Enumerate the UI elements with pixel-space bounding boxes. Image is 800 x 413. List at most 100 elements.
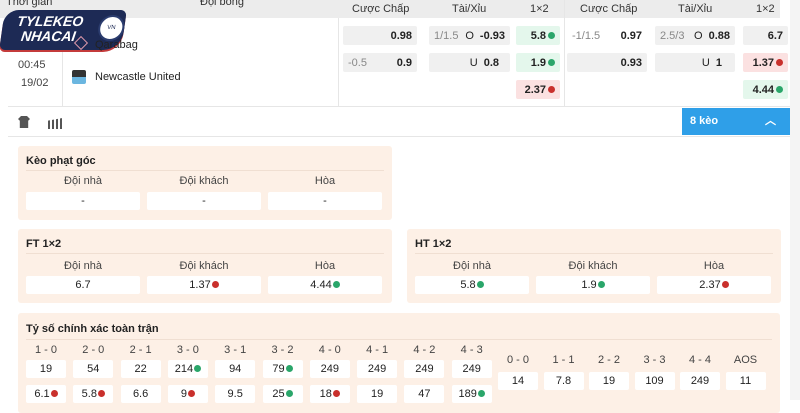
ft-ou-over[interactable]: 1/1.5 O -0.93 bbox=[429, 26, 510, 45]
panel-title: FT 1×2 bbox=[26, 238, 62, 250]
header-ft-1x2: 1×2 bbox=[530, 3, 549, 15]
ft-away-value[interactable]: 1.37 bbox=[147, 276, 261, 294]
ft-home-value[interactable]: 6.7 bbox=[26, 276, 140, 294]
score-label: 3 - 0 bbox=[176, 344, 199, 356]
score-odds[interactable]: 47 bbox=[404, 385, 445, 403]
score-odds[interactable]: 25 bbox=[262, 385, 303, 403]
ou-line: 2.5/3 bbox=[660, 29, 685, 42]
odds-value: 2.37 bbox=[524, 83, 546, 96]
ht-hdp-home[interactable]: -1/1.5 0.97 bbox=[567, 26, 647, 45]
score-odds[interactable]: 249 bbox=[404, 360, 445, 378]
ft-hdp-away[interactable]: -0.5 0.9 bbox=[343, 53, 417, 72]
trend-down-icon bbox=[187, 390, 195, 397]
score-odds[interactable]: 189 bbox=[451, 385, 492, 403]
odds-value: 0.8 bbox=[483, 56, 499, 69]
score-label: 4 - 2 bbox=[413, 344, 436, 356]
odds-value: 5.8 bbox=[530, 29, 546, 42]
score-odds[interactable]: 6.1 bbox=[26, 385, 66, 403]
score-odds[interactable]: 249 bbox=[309, 360, 350, 378]
ft-draw-value[interactable]: 4.44 bbox=[268, 276, 382, 294]
ht-home-value[interactable]: 5.8 bbox=[415, 276, 529, 294]
ft-1x2-panel: FT 1×2 Đội nhà Đội khách Hòa 6.7 1.37 4.… bbox=[18, 229, 392, 303]
trend-up-icon bbox=[332, 281, 340, 288]
ft-1x2-home[interactable]: 5.8 bbox=[516, 26, 560, 45]
header-ht-hdp: Cược Chấp bbox=[580, 3, 638, 15]
header-time: Thời gian bbox=[6, 0, 53, 8]
score-odds[interactable]: 5.8 bbox=[73, 385, 114, 403]
score-odds[interactable]: 6.6 bbox=[120, 385, 161, 403]
trend-up-icon bbox=[476, 281, 484, 288]
score-odds[interactable]: 109 bbox=[634, 372, 675, 390]
stats-icon[interactable] bbox=[48, 117, 64, 129]
odds-value: 0.9 bbox=[396, 56, 412, 69]
scrollbar[interactable] bbox=[790, 0, 800, 400]
score-odds[interactable]: 18 bbox=[309, 385, 350, 403]
logo-text: NHACAI bbox=[20, 28, 77, 44]
score-odds[interactable]: 14 bbox=[498, 372, 538, 390]
ht-hdp-away[interactable]: 0.93 bbox=[567, 53, 647, 72]
score-odds[interactable]: 79 bbox=[262, 360, 303, 378]
trend-down-icon bbox=[776, 59, 783, 66]
score-odds[interactable]: 9 bbox=[167, 385, 208, 403]
ou-side: O bbox=[694, 29, 703, 42]
ht-1x2-home[interactable]: 6.7 bbox=[743, 26, 788, 45]
score-odds[interactable]: 7.8 bbox=[543, 372, 584, 390]
score-odds[interactable]: 94 bbox=[215, 360, 256, 378]
score-odds[interactable]: 54 bbox=[73, 360, 114, 378]
ht-draw-value[interactable]: 2.37 bbox=[657, 276, 771, 294]
away-team[interactable]: Newcastle United bbox=[95, 71, 181, 83]
score-odds[interactable]: 249 bbox=[451, 360, 492, 378]
label-home: Đội nhà bbox=[64, 175, 102, 187]
ft-1x2-away[interactable]: 1.9 bbox=[516, 53, 560, 72]
jersey-icon[interactable] bbox=[18, 116, 30, 128]
ht-1x2-draw[interactable]: 4.44 bbox=[743, 80, 788, 99]
panel-title: HT 1×2 bbox=[415, 238, 452, 250]
score-odds[interactable]: 9.5 bbox=[215, 385, 256, 403]
ft-hdp-home[interactable]: 0.98 bbox=[343, 26, 417, 45]
label-draw: Hòa bbox=[314, 260, 336, 272]
ou-side: U bbox=[469, 56, 478, 69]
trend-down-icon bbox=[211, 281, 219, 288]
odds-value: 0.93 bbox=[620, 56, 642, 69]
corner-away-value[interactable]: - bbox=[147, 192, 261, 210]
home-team[interactable]: Qarabag bbox=[95, 39, 138, 51]
ft-1x2-draw[interactable]: 2.37 bbox=[516, 80, 560, 99]
score-label: 4 - 0 bbox=[318, 344, 341, 356]
score-odds[interactable]: 249 bbox=[357, 360, 398, 378]
score-odds[interactable]: 22 bbox=[120, 360, 161, 378]
trend-up-icon bbox=[597, 281, 605, 288]
trend-down-icon bbox=[548, 86, 555, 93]
trend-down-icon bbox=[97, 390, 105, 397]
panel-title: Tỷ số chính xác toàn trận bbox=[26, 323, 159, 335]
trend-up-icon bbox=[776, 86, 783, 93]
score-label: 4 - 4 bbox=[688, 354, 711, 366]
ht-away-value[interactable]: 1.9 bbox=[536, 276, 650, 294]
odds-value: 0.97 bbox=[620, 29, 642, 42]
score-odds[interactable]: 19 bbox=[26, 360, 66, 378]
newcastle-crest-icon bbox=[72, 70, 86, 84]
divider bbox=[338, 18, 339, 106]
score-odds[interactable]: 11 bbox=[725, 372, 766, 390]
corner-draw-value[interactable]: - bbox=[268, 192, 382, 210]
ft-ou-under[interactable]: U 0.8 bbox=[429, 53, 510, 72]
divider bbox=[8, 136, 790, 137]
score-label: 3 - 1 bbox=[224, 344, 247, 356]
header-team: Đội bóng bbox=[200, 0, 245, 8]
score-label: 2 - 0 bbox=[82, 344, 105, 356]
corner-home-value[interactable]: - bbox=[26, 192, 140, 210]
corner-panel: Kèo phạt góc Đội nhà Đội khách Hòa - - - bbox=[18, 146, 392, 220]
label-draw: Hòa bbox=[703, 260, 725, 272]
score-odds[interactable]: 249 bbox=[680, 372, 720, 390]
label-away: Đội khách bbox=[568, 260, 618, 272]
score-odds[interactable]: 214 bbox=[167, 360, 208, 378]
panel-title: Kèo phạt góc bbox=[26, 155, 96, 167]
odds-value: 6.7 bbox=[767, 29, 783, 42]
ht-ou-over[interactable]: 2.5/3 O 0.88 bbox=[655, 26, 735, 45]
ht-1x2-away[interactable]: 1.37 bbox=[743, 53, 788, 72]
score-odds[interactable]: 19 bbox=[357, 385, 398, 403]
score-odds[interactable]: 19 bbox=[589, 372, 629, 390]
ou-side: U bbox=[701, 56, 710, 69]
more-odds-button[interactable]: 8 kèo ︿ bbox=[682, 108, 790, 135]
hdp-line: -0.5 bbox=[348, 56, 367, 69]
